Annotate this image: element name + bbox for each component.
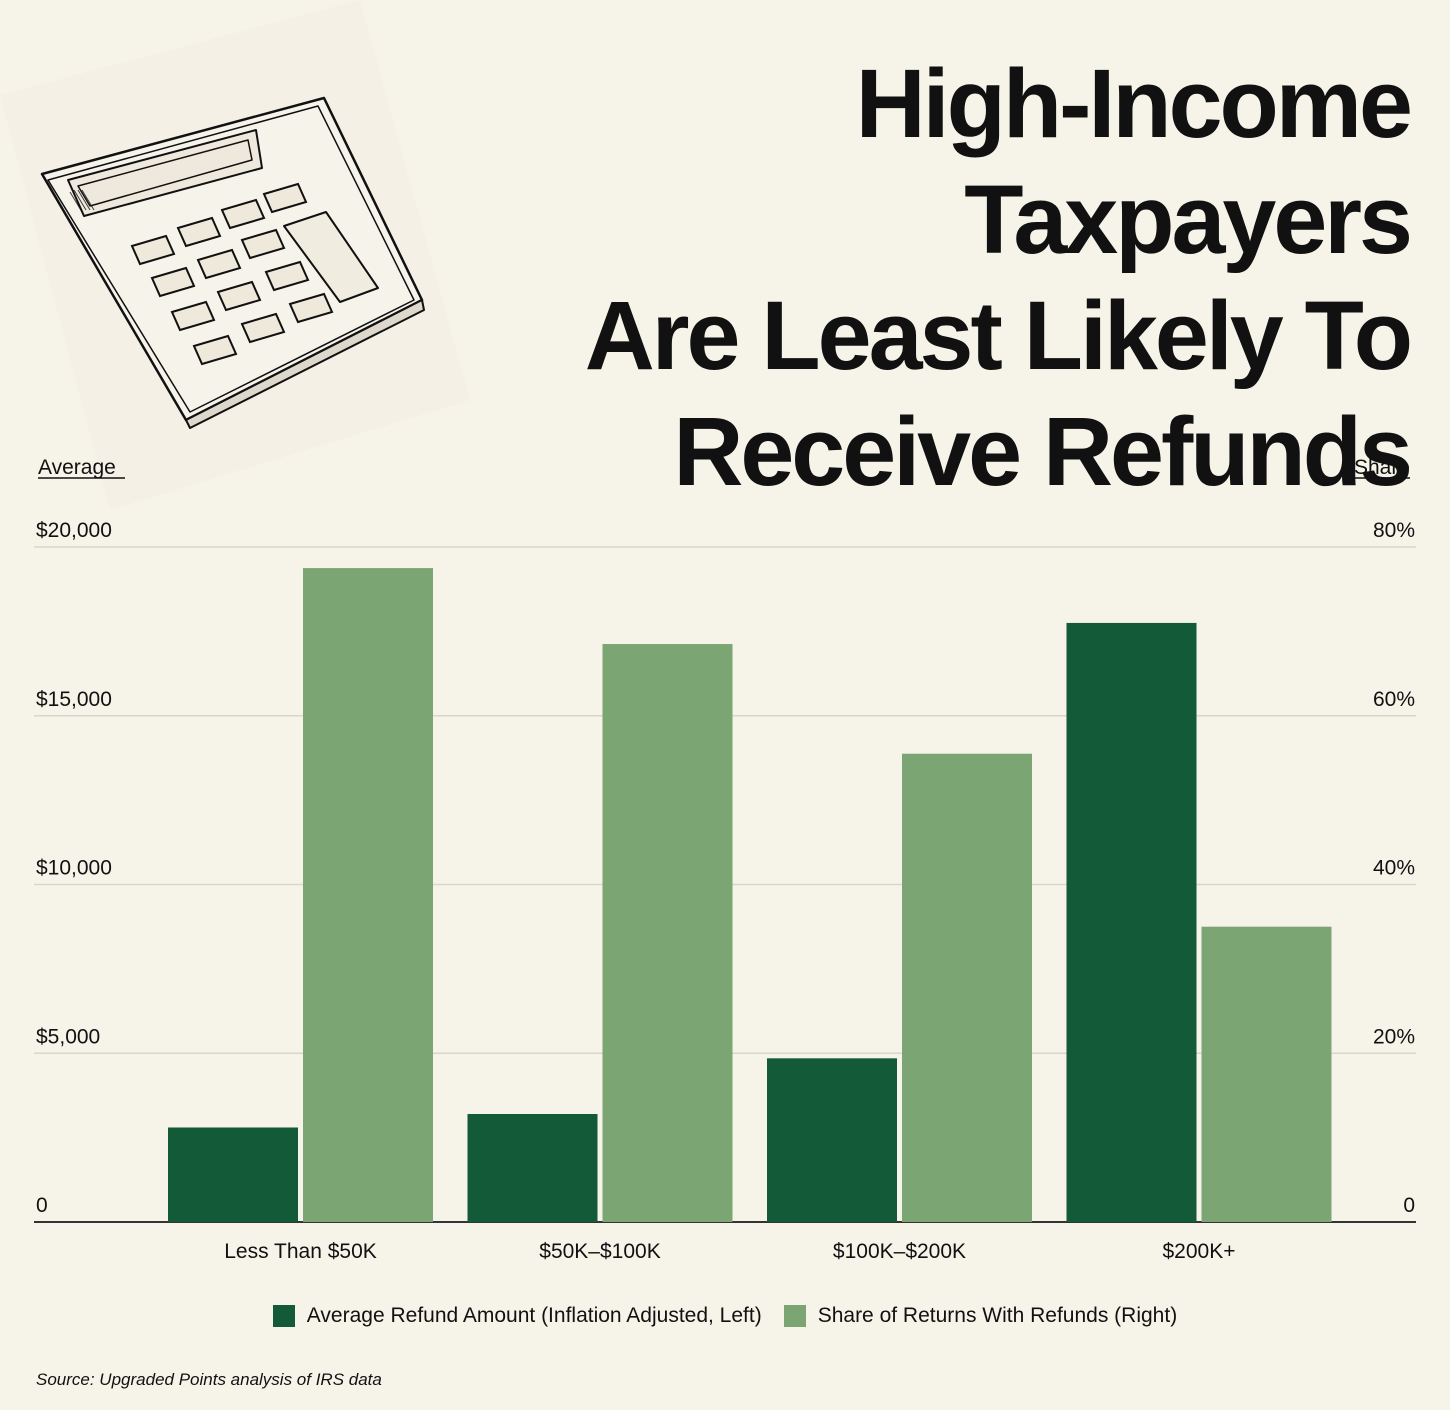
right-tick-label: 0	[1403, 1194, 1415, 1217]
calculator-key	[150, 266, 196, 298]
calculator-key	[216, 280, 262, 312]
left-tick-label: 0	[36, 1194, 48, 1217]
title-line-2: Are Least Likely To	[584, 281, 1413, 390]
right-tick-label: 20%	[1373, 1025, 1415, 1048]
bar-share-refunds	[1201, 926, 1332, 1222]
left-tick-label: $10,000	[36, 857, 112, 880]
right-tick-label: 40%	[1373, 857, 1415, 880]
bar-average-refund	[767, 1058, 897, 1222]
calculator-key	[240, 228, 286, 260]
chart-title: High-Income Taxpayers Are Least Likely T…	[410, 46, 1413, 510]
bar-average-refund	[467, 1114, 598, 1222]
legend-label-refund-amount: Average Refund Amount (Inflation Adjuste…	[306, 1304, 762, 1327]
category-label: Less Than $50K	[224, 1240, 377, 1263]
bar-chart: 0 $5,000 $10,000 $15,000 $20,000 0 20% 40% 60% 8…	[34, 456, 1416, 1263]
right-axis-label: Share	[1354, 456, 1410, 479]
legend-swatch-refund-amount	[272, 1305, 295, 1327]
calculator-key	[196, 248, 242, 280]
title-line-1: High-Income Taxpayers	[855, 49, 1413, 274]
calculator-key	[264, 260, 310, 292]
bar-share-refunds	[602, 644, 733, 1222]
legend-item-share-refunds: Share of Returns With Refunds (Right)	[783, 1304, 1178, 1328]
legend: Average Refund Amount (Inflation Adjuste…	[0, 1304, 1450, 1328]
calculator-key	[288, 292, 334, 324]
right-tick-label: 80%	[1373, 519, 1415, 542]
left-tick-label: $20,000	[36, 519, 112, 542]
bar-average-refund	[168, 1127, 298, 1222]
bar-share-refunds	[902, 753, 1032, 1222]
calculator-key	[262, 182, 308, 214]
calculator-key	[176, 216, 222, 248]
right-tick-label: 60%	[1373, 688, 1415, 711]
calculator-key	[220, 198, 266, 230]
title-line-3: Receive Refunds	[673, 397, 1413, 506]
bar-share-refunds	[303, 568, 433, 1222]
left-tick-label: $15,000	[36, 688, 112, 711]
category-label: $200K+	[1163, 1240, 1236, 1263]
left-tick-label: $5,000	[36, 1025, 100, 1048]
bar-average-refund	[1066, 622, 1197, 1222]
left-axis-label: Average	[38, 456, 116, 479]
category-label: $50K–$100K	[539, 1240, 660, 1263]
category-label: $100K–$200K	[833, 1240, 966, 1263]
calculator-key	[240, 312, 286, 344]
source-note: Source: Upgraded Points analysis of IRS …	[36, 1370, 382, 1389]
legend-label-share-refunds: Share of Returns With Refunds (Right)	[817, 1304, 1178, 1327]
legend-swatch-share-refunds	[783, 1305, 806, 1327]
calculator-key	[130, 234, 176, 266]
calculator-key	[192, 334, 238, 366]
calculator-key	[170, 300, 216, 332]
calculator-icon	[0, 0, 470, 510]
legend-item-refund-amount: Average Refund Amount (Inflation Adjuste…	[272, 1304, 762, 1328]
